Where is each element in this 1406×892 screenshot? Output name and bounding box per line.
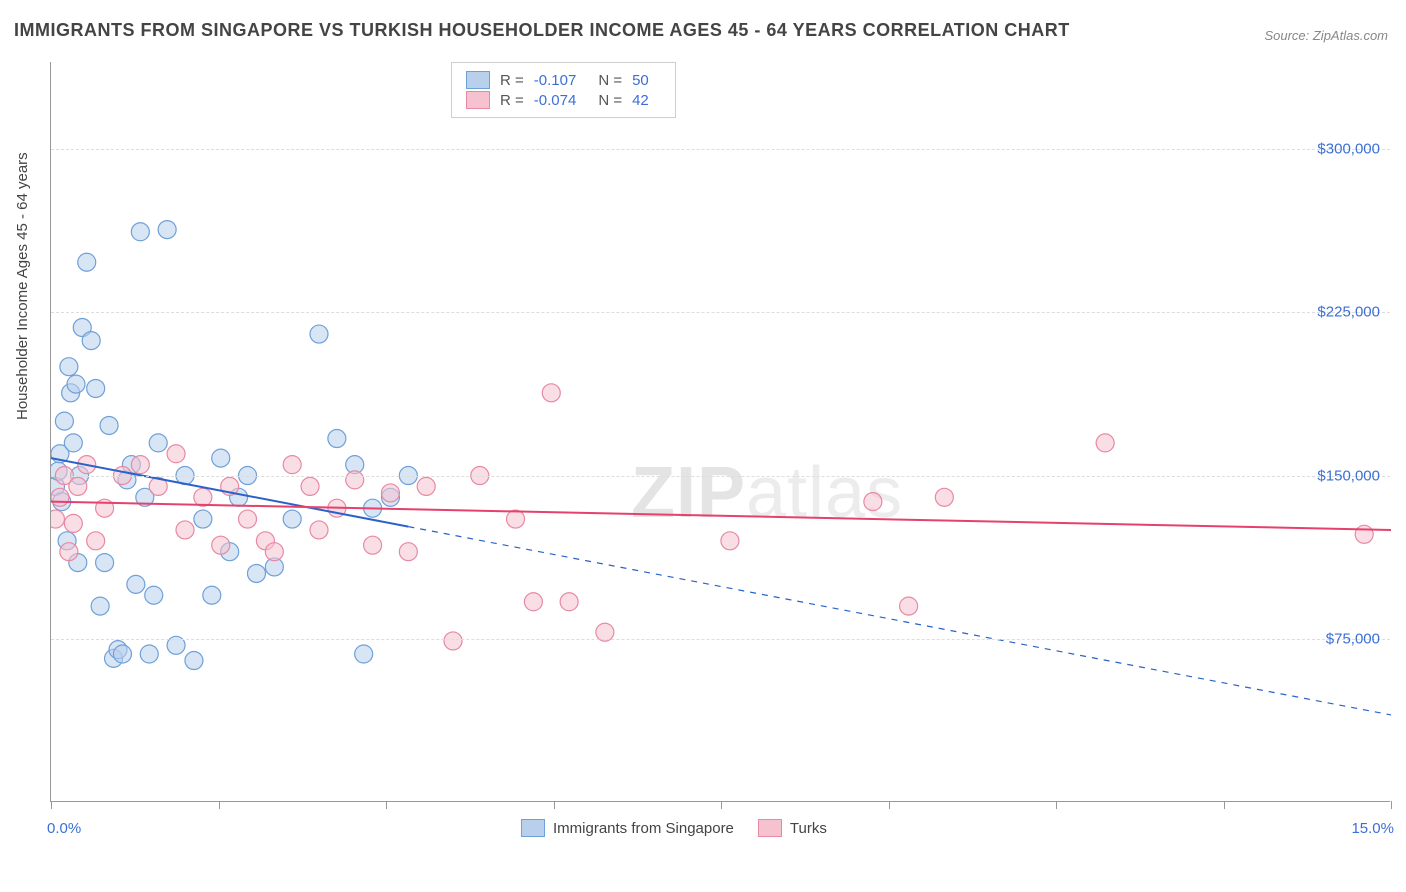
- scatter-point: [194, 510, 212, 528]
- gridline-h: [51, 639, 1390, 640]
- scatter-point: [158, 221, 176, 239]
- x-axis-min: 0.0%: [47, 820, 81, 837]
- scatter-point: [55, 412, 73, 430]
- ytick-label: $300,000: [1317, 141, 1380, 158]
- xtick: [554, 801, 555, 809]
- y-axis-label: Householder Income Ages 45 - 64 years: [14, 152, 31, 420]
- scatter-point: [864, 493, 882, 511]
- scatter-point: [560, 593, 578, 611]
- xtick: [51, 801, 52, 809]
- scatter-point: [203, 586, 221, 604]
- xtick: [889, 801, 890, 809]
- scatter-point: [60, 543, 78, 561]
- scatter-point: [328, 430, 346, 448]
- scatter-point: [64, 434, 82, 452]
- scatter-point: [283, 510, 301, 528]
- scatter-point: [283, 456, 301, 474]
- scatter-point: [507, 510, 525, 528]
- scatter-point: [140, 645, 158, 663]
- trendline-dashed: [408, 527, 1391, 715]
- xtick: [1056, 801, 1057, 809]
- scatter-point: [721, 532, 739, 550]
- scatter-point: [310, 325, 328, 343]
- swatch-singapore-bottom: [521, 819, 545, 837]
- scatter-point: [87, 532, 105, 550]
- swatch-turks-bottom: [758, 819, 782, 837]
- ytick-label: $150,000: [1317, 467, 1380, 484]
- x-axis-max: 15.0%: [1351, 820, 1394, 837]
- scatter-point: [131, 456, 149, 474]
- chart-title: IMMIGRANTS FROM SINGAPORE VS TURKISH HOU…: [14, 20, 1070, 41]
- scatter-point: [51, 510, 64, 528]
- scatter-point: [176, 521, 194, 539]
- scatter-point: [417, 477, 435, 495]
- scatter-point: [900, 597, 918, 615]
- scatter-point: [301, 477, 319, 495]
- legend-item-singapore: Immigrants from Singapore: [521, 819, 734, 837]
- scatter-point: [346, 471, 364, 489]
- scatter-point: [212, 536, 230, 554]
- chart-svg: [51, 62, 1391, 802]
- legend-label-turks: Turks: [790, 820, 827, 837]
- xtick: [721, 801, 722, 809]
- source-label: Source: ZipAtlas.com: [1264, 28, 1388, 43]
- scatter-point: [1355, 525, 1373, 543]
- scatter-point: [444, 632, 462, 650]
- scatter-point: [524, 593, 542, 611]
- scatter-point: [113, 645, 131, 663]
- scatter-point: [82, 332, 100, 350]
- ytick-label: $225,000: [1317, 304, 1380, 321]
- ytick-label: $75,000: [1326, 630, 1380, 647]
- xtick: [1391, 801, 1392, 809]
- scatter-point: [145, 586, 163, 604]
- scatter-point: [355, 645, 373, 663]
- scatter-point: [364, 536, 382, 554]
- scatter-point: [185, 652, 203, 670]
- scatter-point: [212, 449, 230, 467]
- scatter-point: [96, 554, 114, 572]
- scatter-point: [247, 564, 265, 582]
- scatter-point: [542, 384, 560, 402]
- scatter-point: [91, 597, 109, 615]
- scatter-point: [100, 416, 118, 434]
- scatter-point: [64, 514, 82, 532]
- legend-item-turks: Turks: [758, 819, 827, 837]
- gridline-h: [51, 149, 1390, 150]
- bottom-legend: Immigrants from Singapore Turks: [521, 819, 827, 837]
- xtick: [1224, 801, 1225, 809]
- scatter-point: [51, 488, 69, 506]
- scatter-point: [78, 253, 96, 271]
- gridline-h: [51, 312, 1390, 313]
- scatter-point: [239, 510, 257, 528]
- xtick: [219, 801, 220, 809]
- scatter-point: [60, 358, 78, 376]
- scatter-point: [87, 379, 105, 397]
- scatter-point: [127, 575, 145, 593]
- scatter-point: [69, 477, 87, 495]
- scatter-point: [149, 434, 167, 452]
- scatter-point: [131, 223, 149, 241]
- scatter-point: [265, 543, 283, 561]
- legend-label-singapore: Immigrants from Singapore: [553, 820, 734, 837]
- scatter-point: [167, 445, 185, 463]
- scatter-point: [399, 543, 417, 561]
- scatter-point: [935, 488, 953, 506]
- scatter-point: [194, 488, 212, 506]
- scatter-point: [310, 521, 328, 539]
- plot-area: ZIPatlas R = -0.107 N = 50 R = -0.074 N …: [50, 62, 1390, 802]
- scatter-point: [1096, 434, 1114, 452]
- scatter-point: [67, 375, 85, 393]
- xtick: [386, 801, 387, 809]
- scatter-point: [381, 484, 399, 502]
- gridline-h: [51, 476, 1390, 477]
